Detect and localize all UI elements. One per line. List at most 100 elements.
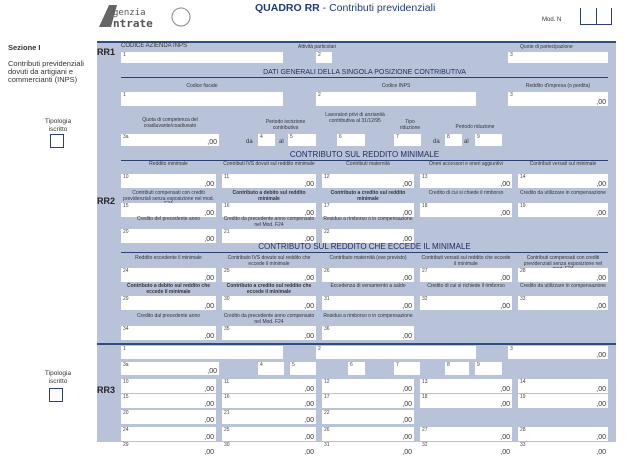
tipologia-checkbox-rr1[interactable] — [50, 134, 64, 148]
field-28[interactable]: 28,00 — [518, 427, 608, 441]
field-22[interactable]: 22,00 — [322, 410, 414, 424]
field-13[interactable]: 13,00 — [420, 379, 512, 393]
field-value: ,00 — [500, 210, 510, 217]
field-31[interactable]: 31,00 — [322, 296, 414, 310]
field-value: ,00 — [500, 275, 510, 282]
rr3-periodo-riduzione-da-field[interactable]: 8 — [445, 362, 469, 375]
field-12[interactable]: 12,00 — [322, 379, 414, 393]
field-10[interactable]: 10,00 — [121, 174, 216, 188]
field-36[interactable]: 36,00 — [322, 326, 414, 340]
field-17[interactable]: 17,00 — [322, 394, 414, 408]
field-10[interactable]: 10,00 — [121, 379, 216, 393]
field-24[interactable]: 24,00 — [121, 268, 216, 282]
field-15[interactable]: 15,00 — [121, 203, 216, 217]
field-21[interactable]: 21,00 — [222, 410, 316, 424]
field-19[interactable]: 19,00 — [518, 394, 608, 408]
field-32[interactable]: 32,00 — [420, 442, 512, 456]
lavoratori-label: Lavoratori privi di anzianità contributi… — [325, 112, 385, 124]
field-17[interactable]: 17,00 — [322, 203, 414, 217]
rr3-lavoratori-field[interactable]: 6 — [348, 362, 365, 375]
attivita-field[interactable]: 2 — [316, 52, 332, 63]
field-29[interactable]: 29,00 — [121, 442, 216, 456]
field-35[interactable]: 35,00 — [222, 326, 316, 340]
codice-inps-field[interactable]: 2 — [316, 92, 476, 106]
field-value: ,00 — [204, 181, 214, 188]
field-number: 12 — [324, 174, 330, 180]
quote-field[interactable]: 3 — [508, 52, 608, 63]
codice-azienda-field[interactable]: 1 — [121, 52, 283, 63]
mod-number-field[interactable] — [580, 8, 612, 25]
field-value: ,00 — [402, 181, 412, 188]
field-18[interactable]: 18,00 — [420, 394, 512, 408]
field-number: 15 — [123, 394, 129, 400]
field-14[interactable]: 14,00 — [518, 174, 608, 188]
field-26[interactable]: 26,00 — [322, 427, 414, 441]
rr3-periodo-da-field[interactable]: 4 — [258, 362, 284, 375]
field-number: 11 — [224, 379, 230, 385]
field-33[interactable]: 33,00 — [518, 442, 608, 456]
field-31[interactable]: 31,00 — [322, 442, 414, 456]
field-21[interactable]: 21,00 — [222, 229, 316, 243]
field-26[interactable]: 26,00 — [322, 268, 414, 282]
periodo-da-field[interactable]: 4 — [258, 134, 275, 146]
field-20[interactable]: 20,00 — [121, 410, 216, 424]
field-number: 13 — [422, 379, 428, 385]
field-33[interactable]: 33,00 — [518, 296, 608, 310]
field-value: ,00 — [204, 303, 214, 310]
field-value: ,00 — [402, 386, 412, 393]
rr3-reddito-field[interactable]: 3,00 — [508, 346, 608, 359]
field-11[interactable]: 11,00 — [222, 174, 316, 188]
codice-fiscale-field[interactable]: 1 — [121, 92, 283, 106]
field-34[interactable]: 34,00 — [121, 326, 216, 340]
rr3-tipo-riduzione-field[interactable]: 7 — [394, 362, 420, 375]
field-number: 36 — [324, 326, 330, 332]
field-label: Credito da utilizzare in compensazione — [520, 283, 606, 289]
tipo-riduzione-field[interactable]: 7 — [394, 134, 421, 146]
field-15[interactable]: 15,00 — [121, 394, 216, 408]
periodo-riduzione-al-field[interactable]: 9 — [475, 134, 502, 146]
field-number: 29 — [123, 296, 129, 302]
field-value: ,00 — [596, 303, 606, 310]
top-divider — [97, 41, 616, 43]
quota-field[interactable]: 3a ,00 — [121, 134, 219, 146]
field-13[interactable]: 13,00 — [420, 174, 512, 188]
field-18[interactable]: 18,00 — [420, 203, 512, 217]
rr3-periodo-riduzione-al-field[interactable]: 9 — [475, 362, 502, 375]
lavoratori-field[interactable]: 6 — [337, 134, 365, 146]
field-value: ,00 — [402, 303, 412, 310]
field-29[interactable]: 29,00 — [121, 296, 216, 310]
field-number: 4 — [260, 134, 263, 140]
field-25[interactable]: 25,00 — [222, 268, 316, 282]
field-28[interactable]: 28,00 — [518, 268, 608, 282]
field-value: ,00 — [204, 333, 214, 340]
field-number: 11 — [224, 174, 230, 180]
field-number: 4 — [260, 362, 263, 368]
field-11[interactable]: 11,00 — [222, 379, 316, 393]
field-20[interactable]: 20,00 — [121, 229, 216, 243]
field-22[interactable]: 22,00 — [322, 229, 414, 243]
field-number: 22 — [324, 410, 330, 416]
field-32[interactable]: 32,00 — [420, 296, 512, 310]
field-value: ,00 — [304, 434, 314, 441]
field-25[interactable]: 25,00 — [222, 427, 316, 441]
field-16[interactable]: 16,00 — [222, 203, 316, 217]
field-24[interactable]: 24,00 — [121, 427, 216, 441]
periodo-riduzione-da-field[interactable]: 8 — [445, 134, 462, 146]
field-30[interactable]: 30,00 — [222, 296, 316, 310]
field-number: 21 — [224, 410, 230, 416]
field-27[interactable]: 27,00 — [420, 268, 512, 282]
rr3-codice-inps-field[interactable]: 2 — [316, 346, 476, 359]
field-27[interactable]: 27,00 — [420, 427, 512, 441]
al-label-2: al — [464, 139, 469, 145]
field-14[interactable]: 14,00 — [518, 379, 608, 393]
rr3-codice-fiscale-field[interactable]: 1 — [121, 346, 283, 359]
field-30[interactable]: 30,00 — [222, 442, 316, 456]
rr3-quota-field[interactable]: 3a ,00 — [121, 362, 219, 375]
rr3-periodo-al-field[interactable]: 5 — [290, 362, 316, 375]
field-16[interactable]: 16,00 — [222, 394, 316, 408]
field-12[interactable]: 12,00 — [322, 174, 414, 188]
field-19[interactable]: 19,00 — [518, 203, 608, 217]
reddito-field[interactable]: 3,00 — [508, 92, 608, 106]
periodo-al-field[interactable]: 5 — [288, 134, 316, 146]
tipologia-checkbox-rr3[interactable] — [49, 388, 63, 402]
